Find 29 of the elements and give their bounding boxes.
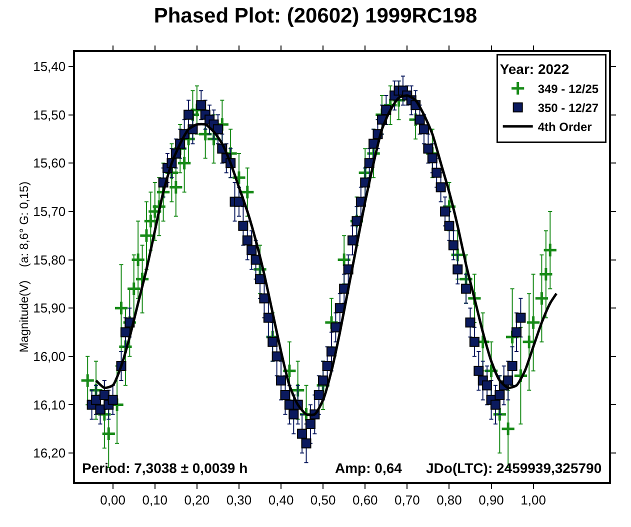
y-tick-label: 15,90 <box>33 300 66 316</box>
y-tick-label: 15,70 <box>33 204 66 219</box>
legend-label: 349 - 12/25 <box>538 82 599 96</box>
y-tick-label: 16,20 <box>33 446 66 461</box>
y-tick-label: 15,50 <box>33 107 66 122</box>
y-tick-label: 15,80 <box>33 252 66 268</box>
y-tick-label: 15,60 <box>33 156 66 171</box>
annotation: JDo(LTC): 2459939,325790 <box>426 460 602 476</box>
x-tick-label: 0,10 <box>142 492 168 508</box>
annotation: Amp: 0,64 <box>335 460 402 476</box>
x-tick-label: 0,30 <box>226 492 252 508</box>
x-tick-label: 0,20 <box>184 492 210 508</box>
chart-title: Phased Plot: (20602) 1999RC198 <box>154 4 478 28</box>
y-tick-label: 16,00 <box>33 348 66 364</box>
x-tick-label: 1,00 <box>520 492 546 508</box>
x-tick-label: 0,60 <box>352 492 378 508</box>
legend-title: Year: 2022 <box>500 60 570 77</box>
legend-label: 350 - 12/27 <box>538 101 599 116</box>
x-tick-label: 0,90 <box>478 492 504 508</box>
annotation: Period: 7,3038 ± 0,0039 h <box>82 460 248 476</box>
y-axis-title: Magnitude(V) (a: 8,6° G: 0,15) <box>17 182 32 352</box>
x-tick-label: 0,80 <box>436 492 462 508</box>
y-tick-label: 16,10 <box>33 397 66 412</box>
x-tick-label: 0,00 <box>100 492 126 508</box>
x-tick-label: 0,50 <box>310 492 336 508</box>
x-tick-label: 0,70 <box>394 492 420 508</box>
y-tick-label: 15,40 <box>33 59 66 74</box>
legend-label: 4th Order <box>538 120 592 134</box>
x-tick-label: 0,40 <box>268 492 294 508</box>
